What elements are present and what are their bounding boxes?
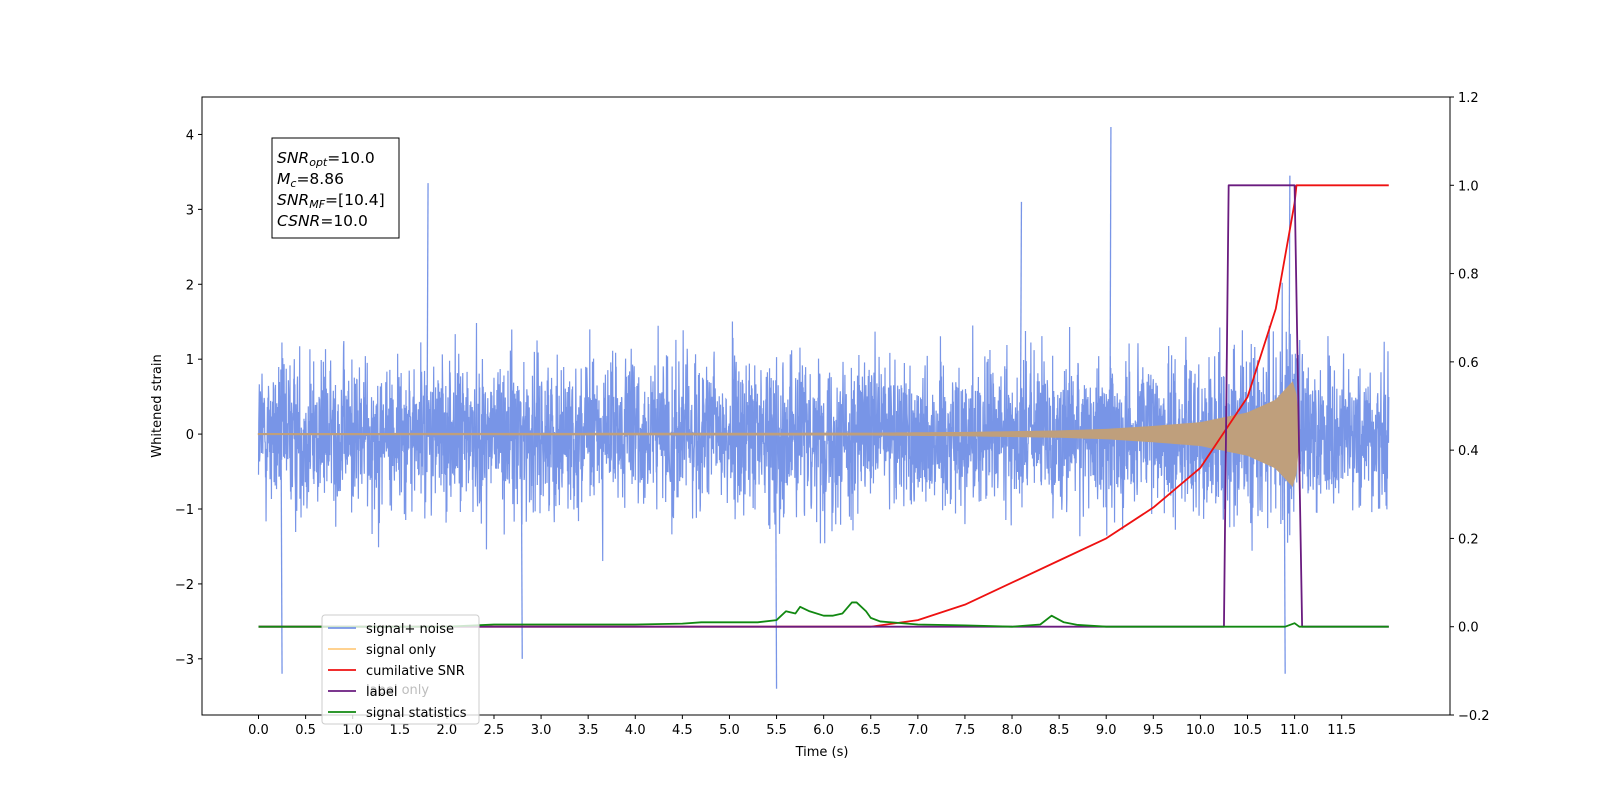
y-right-tick-label: 1.2: [1458, 91, 1479, 106]
info-box-line: Mc=8.86: [277, 170, 344, 190]
x-tick-label: 5.5: [766, 723, 787, 738]
y-right-tick-label: 0.6: [1458, 356, 1479, 371]
x-tick-label: 1.0: [342, 723, 363, 738]
x-tick-label: 4.0: [625, 723, 646, 738]
series-cumilative-snr: [258, 184, 1389, 628]
y-left-tick-label: 4: [186, 128, 194, 143]
y-left-tick-label: 2: [186, 278, 194, 293]
noise-peak: [520, 434, 523, 659]
legend-entry-label: cumilative SNR: [366, 664, 465, 679]
y-axis-left: −3 −2 −1 0 1 2 3 4: [175, 128, 202, 668]
noise-peak: [426, 183, 429, 435]
x-tick-label: 6.0: [813, 723, 834, 738]
legend-entry-label: signal only: [366, 643, 436, 658]
x-tick-label: 0.5: [295, 723, 316, 738]
y-right-tick-label: −0.2: [1458, 709, 1490, 724]
x-axis: 0.0 0.5 1.0 1.5 2.0 2.5 3.0 3.5 4.0 4.5 5.0 5.5 6.0 6…: [248, 715, 1356, 738]
x-tick-label: 7.5: [955, 723, 976, 738]
y-right-tick-label: 1.0: [1458, 179, 1479, 194]
x-tick-label: 7.0: [907, 723, 928, 738]
y-axis-label: Whitened strain: [150, 354, 165, 457]
series-signal-statistics: [258, 601, 1389, 628]
y-left-tick-label: −2: [175, 578, 194, 593]
info-box-line: SNRMF=[10.4]: [277, 191, 385, 211]
y-left-tick-label: −3: [175, 653, 194, 668]
x-tick-label: 3.5: [578, 723, 599, 738]
y-axis-right: −0.2 0.0 0.2 0.4 0.6 0.8 1.0 1.2: [1450, 91, 1490, 724]
plot-frame: [201, 96, 1451, 716]
legend-frame: [321, 614, 480, 725]
x-tick-label: 1.5: [389, 723, 410, 738]
y-right-tick-label: 0.8: [1458, 268, 1479, 283]
x-axis-label: Time (s): [795, 745, 849, 760]
x-tick-label: 3.0: [531, 723, 552, 738]
x-tick-label: 0.0: [248, 723, 269, 738]
x-tick-label: 9.5: [1143, 723, 1164, 738]
y-right-tick-label: 0.2: [1458, 532, 1479, 547]
y-right-tick-label: 0.4: [1458, 444, 1479, 459]
legend: label only signal+ noise signal only cumil…: [321, 614, 480, 725]
series-signal-only: [257, 381, 1301, 488]
legend-entry-label: signal statistics: [366, 706, 467, 721]
x-tick-label: 11.5: [1327, 723, 1356, 738]
noise-peak: [1019, 201, 1023, 435]
x-tick-label: 8.5: [1049, 723, 1070, 738]
series-layer: [257, 126, 1390, 689]
noise-peak: [774, 434, 778, 689]
info-box-frame: [271, 137, 400, 239]
legend-entry-label: signal+ noise: [366, 622, 454, 637]
x-tick-label: 4.5: [672, 723, 693, 738]
legend-entry-label: label: [366, 685, 397, 700]
legend-occluded-text: label only: [366, 683, 429, 698]
x-tick-label: 2.5: [484, 723, 505, 738]
info-box-line: SNRopt=10.0: [277, 149, 375, 169]
noise-peak: [1109, 126, 1112, 435]
x-tick-label: 5.0: [719, 723, 740, 738]
x-tick-label: 10.0: [1186, 723, 1215, 738]
x-tick-label: 10.5: [1233, 723, 1262, 738]
y-left-tick-label: 1: [186, 353, 194, 368]
info-box-line: CSNR=10.0: [277, 212, 368, 230]
x-tick-label: 6.5: [860, 723, 881, 738]
x-tick-label: 2.0: [437, 723, 458, 738]
x-tick-label: 9.0: [1096, 723, 1117, 738]
noise-peak: [280, 434, 283, 674]
y-left-tick-label: −1: [175, 503, 194, 518]
x-tick-label: 11.0: [1280, 723, 1309, 738]
y-right-tick-label: 0.0: [1458, 621, 1479, 636]
y-left-tick-label: 3: [186, 203, 194, 218]
x-tick-label: 8.0: [1002, 723, 1023, 738]
y-left-tick-label: 0: [186, 428, 194, 443]
